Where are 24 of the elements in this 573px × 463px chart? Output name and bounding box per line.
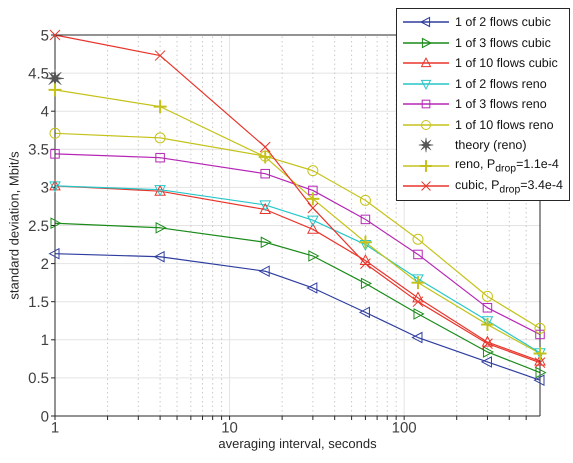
legend-label: theory (reno) [454,138,527,152]
y-tick-label: 1 [40,332,49,350]
y-tick-label: 4.5 [28,65,49,82]
legend-label: 1 of 10 flows cubic [454,56,558,70]
legend-label: 1 of 3 flows reno [454,97,547,112]
y-tick-label: 3.5 [28,142,49,159]
legend-label: 1 of 2 flows cubic [454,15,551,30]
legend-label: reno, P$_{drop}$=1.1e-4 [454,157,559,174]
y-tick-label: 4 [40,104,49,121]
y-tick-label: 0.5 [28,370,49,388]
y-tick-label: 1.5 [28,294,49,312]
legend-label: 1 of 2 flows reno [454,76,547,91]
y-tick-label: 2.5 [28,218,49,235]
y-tick-label: 0 [40,408,49,426]
x-tick-label: 100 [392,420,417,437]
legend-label: 1 of 3 flows cubic [454,36,551,50]
legend-label: 1 of 10 flows reno [454,118,554,132]
y-tick-label: 5 [40,27,49,44]
y-tick-label: 3 [40,180,49,197]
legend-label: cubic, P$_{drop}$=3.4e-4 [454,178,563,195]
x-tick-label: 10 [221,420,238,437]
x-axis-title: averaging interval, seconds [218,436,378,451]
y-tick-label: 2 [40,256,49,273]
y-axis-title: standard deviation, Mbit/s [6,150,22,300]
